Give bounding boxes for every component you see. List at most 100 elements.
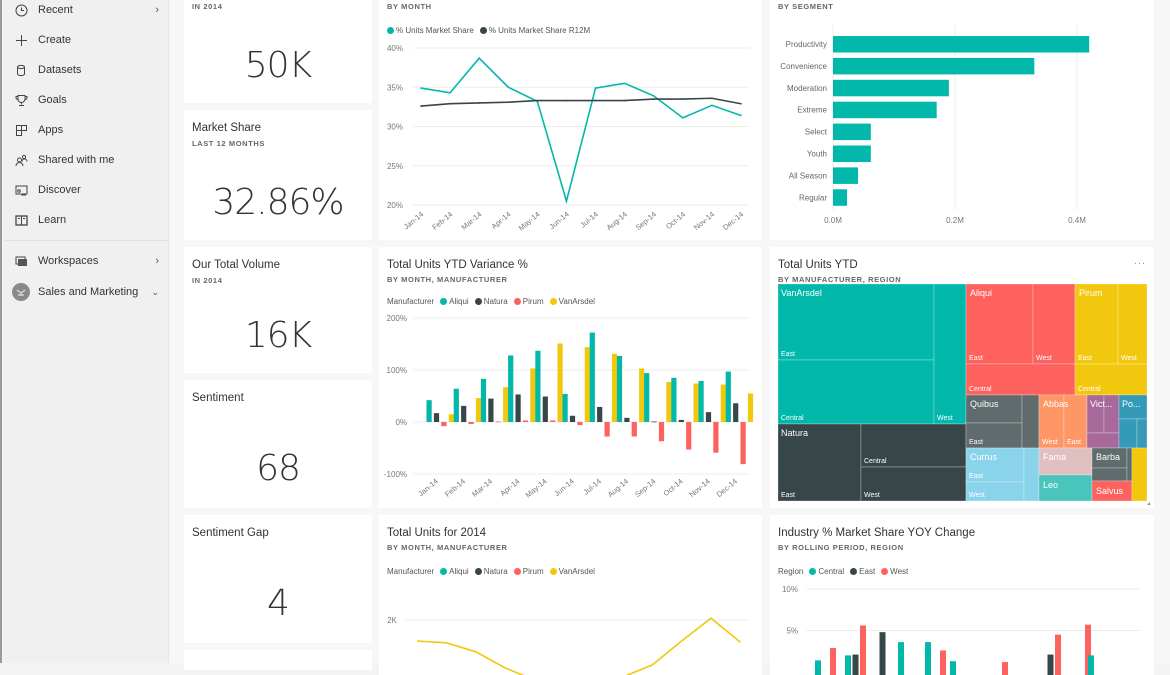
legend-item[interactable]: % Units Market Share R12M bbox=[477, 26, 590, 35]
bar-vanarsdel-mar-14 bbox=[503, 387, 509, 422]
treemap-cell-label: East bbox=[1078, 355, 1092, 362]
bar-west-p9 bbox=[1085, 624, 1091, 675]
data-point bbox=[623, 82, 626, 85]
bar-pirum-sep-14 bbox=[658, 422, 665, 442]
bar-central-p4 bbox=[898, 642, 904, 675]
bar-pirum-jul-14 bbox=[604, 422, 610, 437]
legend-item[interactable]: Pirum bbox=[511, 567, 544, 576]
more-options-button[interactable]: ... bbox=[1133, 255, 1146, 267]
tile-yoy-chart[interactable]: Industry % Market Share YOY Change BY RO… bbox=[770, 515, 1154, 675]
x-tick-label: Feb-14 bbox=[430, 210, 454, 232]
treemap-cell-label: Central bbox=[1078, 386, 1101, 393]
series-line--units-market-share-r12m bbox=[420, 97, 742, 107]
chevron-down-icon[interactable]: ⌄ bbox=[151, 286, 159, 297]
treemap-aliqui-west bbox=[1032, 283, 1076, 365]
x-tick-label: 0.2M bbox=[946, 216, 964, 225]
legend-dot bbox=[549, 568, 557, 575]
tile-units-2014-chart[interactable]: Total Units for 2014 BY MONTH, MANUFACTU… bbox=[379, 515, 762, 675]
sidebar-item-shared-with-me[interactable]: Shared with me bbox=[4, 146, 169, 174]
treemap-group-label: VanArsdel bbox=[781, 288, 822, 298]
treemap-cell-label: Central bbox=[864, 458, 887, 465]
plus-icon bbox=[14, 33, 28, 47]
legend-item[interactable]: West bbox=[878, 567, 908, 576]
treemap-cell-label: East bbox=[781, 351, 795, 358]
tile-market-share[interactable]: Market Share LAST 12 MONTHS 32.86% bbox=[184, 110, 372, 240]
treemap-group-label: Po... bbox=[1122, 399, 1141, 409]
bar-west-p1 bbox=[830, 647, 836, 675]
sidebar-item-learn[interactable]: Learn bbox=[4, 206, 169, 234]
bar-pirum-may-14 bbox=[550, 420, 556, 422]
bar-aliqui-apr-14 bbox=[508, 355, 514, 422]
sidebar-item-create[interactable]: Create bbox=[4, 26, 169, 54]
bar-vanarsdel-apr-14 bbox=[530, 368, 536, 422]
sidebar-item-label: Apps bbox=[38, 124, 64, 136]
x-tick-label: Jul-14 bbox=[578, 210, 599, 230]
sidebar-item-label: Datasets bbox=[38, 64, 82, 76]
legend-item[interactable]: VanArsdel bbox=[547, 297, 595, 306]
sidebar-item-datasets[interactable]: Datasets bbox=[4, 56, 169, 84]
legend-title: Manufacturer bbox=[387, 567, 435, 576]
treemap-group-label: Leo bbox=[1043, 480, 1058, 490]
sidebar-item-goals[interactable]: Goals bbox=[4, 86, 169, 114]
chevron-right-icon[interactable]: › bbox=[155, 255, 159, 267]
bar-natura-jul-14 bbox=[597, 406, 603, 422]
sidebar-item-label: Workspaces bbox=[38, 255, 99, 267]
treemap-group-label: Salvus bbox=[1096, 486, 1124, 496]
tile-total-volume[interactable]: Our Total Volume IN 2014 16K bbox=[184, 247, 372, 373]
tile-market-share-chart[interactable]: BY MONTH % Units Market Share % Units Ma… bbox=[379, 0, 762, 240]
legend-item[interactable]: Natura bbox=[472, 567, 508, 576]
sidebar-item-workspaces[interactable]: Workspaces › bbox=[4, 247, 169, 275]
data-point bbox=[536, 99, 539, 102]
tile-sentiment[interactable]: Sentiment 68 bbox=[184, 380, 372, 508]
bar-natura-may-14 bbox=[542, 396, 548, 422]
legend-item[interactable]: Pirum bbox=[511, 297, 544, 306]
legend-item[interactable]: % Units Market Share bbox=[387, 26, 474, 35]
legend-item[interactable]: Natura bbox=[472, 297, 508, 306]
data-point bbox=[652, 95, 655, 97]
bar-natura-apr-14 bbox=[515, 394, 521, 422]
tile-sentiment-gap[interactable]: Sentiment Gap 4 bbox=[184, 515, 372, 643]
chevron-right-icon[interactable]: › bbox=[155, 4, 159, 16]
y-tick-label: 10% bbox=[782, 585, 798, 594]
bar-productivity bbox=[833, 36, 1090, 53]
bar-extreme bbox=[833, 101, 937, 119]
y-tick-label: 20% bbox=[387, 201, 403, 210]
treemap-po-c bbox=[1136, 418, 1148, 449]
tile-segment-chart[interactable]: BY SEGMENT 0.0M 0.2M 0.4M Productivity Conve… bbox=[770, 0, 1154, 240]
sidebar-item-apps[interactable]: Apps bbox=[4, 116, 169, 144]
tile-units-2014[interactable]: IN 2014 50K bbox=[184, 0, 372, 103]
legend-label: Pirum bbox=[522, 567, 544, 576]
legend-item[interactable]: East bbox=[847, 567, 875, 576]
legend-dot bbox=[440, 298, 448, 305]
data-point bbox=[449, 102, 451, 105]
x-tick-label: Sep-14 bbox=[633, 477, 657, 499]
x-tick-label: 0.0M bbox=[824, 216, 842, 225]
database-icon bbox=[14, 63, 28, 77]
legend-title: Region bbox=[778, 567, 804, 576]
bar-central-p2 bbox=[845, 655, 851, 675]
legend-item[interactable]: Aliqui bbox=[437, 567, 469, 576]
tile-variance-chart[interactable]: Total Units YTD Variance % BY MONTH, MAN… bbox=[379, 247, 762, 508]
bar-central-p10 bbox=[1088, 655, 1094, 675]
tile-subtitle: BY ROLLING PERIOD, REGION bbox=[778, 543, 904, 552]
treemap-cell-label: East bbox=[781, 492, 795, 499]
treemap-cell-label: East bbox=[969, 473, 983, 480]
y-category-label: Regular bbox=[799, 193, 827, 202]
x-tick-label: Mar-14 bbox=[470, 477, 494, 499]
sidebar-item-recent[interactable]: Recent › bbox=[4, 0, 169, 24]
tile-partial[interactable] bbox=[184, 650, 372, 670]
bar-natura-nov-14 bbox=[705, 412, 712, 422]
bar-aliqui-nov-14 bbox=[698, 380, 704, 422]
legend-label: Central bbox=[818, 567, 845, 576]
sidebar-item-sales-and-marketing[interactable]: Sales and Marketing ⌄ bbox=[4, 278, 169, 306]
legend-item[interactable]: Central bbox=[806, 567, 844, 576]
legend-item[interactable]: Aliqui bbox=[437, 297, 469, 306]
data-point bbox=[623, 99, 626, 102]
bar-youth bbox=[833, 145, 871, 162]
tile-treemap[interactable]: Total Units YTD BY MANUFACTURER, REGION … bbox=[770, 247, 1154, 508]
legend-dot bbox=[474, 298, 482, 305]
y-category-label: Moderation bbox=[787, 84, 827, 93]
legend-item[interactable]: VanArsdel bbox=[547, 567, 595, 576]
sidebar-item-discover[interactable]: Discover bbox=[4, 176, 169, 204]
x-tick-label: Jun-14 bbox=[547, 210, 570, 232]
